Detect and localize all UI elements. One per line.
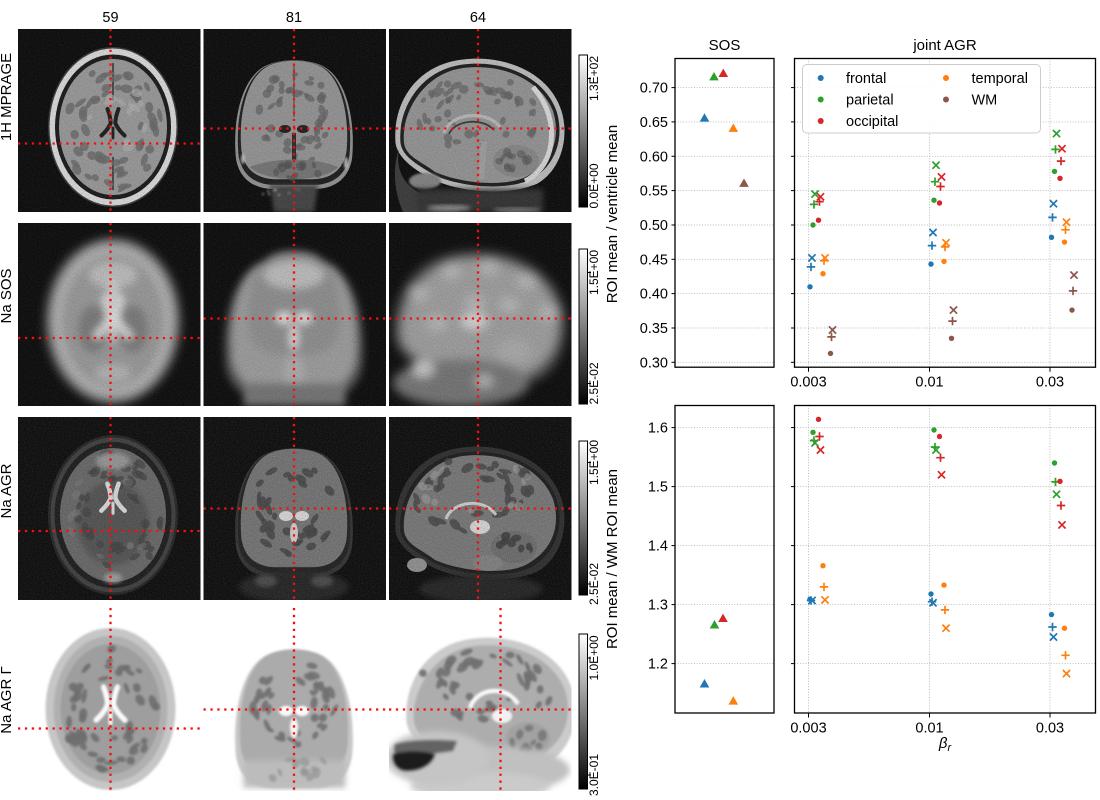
svg-text:0.50: 0.50 [640,218,668,234]
svg-text:0.01: 0.01 [915,721,943,737]
svg-text:1.6: 1.6 [648,421,668,437]
svg-text:WM: WM [972,93,998,109]
svg-text:occipital: occipital [846,114,898,130]
svg-text:1.5: 1.5 [648,480,668,496]
svg-text:1.4: 1.4 [648,539,668,555]
svg-text:1.5E+00: 1.5E+00 [587,440,601,485]
svg-text:0.0E+00: 0.0E+00 [587,163,601,208]
svg-text:0.003: 0.003 [790,721,826,737]
svg-text:1.0E+00: 1.0E+00 [587,635,601,680]
svg-text:64: 64 [470,10,486,26]
svg-text:SOS: SOS [709,37,741,54]
svg-text:0.03: 0.03 [1036,375,1064,391]
svg-text:0.70: 0.70 [640,81,668,97]
svg-text:2.5E-02: 2.5E-02 [587,563,601,605]
svg-text:1.3: 1.3 [648,598,668,614]
svg-text:0.40: 0.40 [640,287,668,303]
svg-text:temporal: temporal [972,71,1028,87]
svg-text:1.5E+00: 1.5E+00 [587,250,601,295]
svg-text:0.60: 0.60 [640,149,668,165]
svg-text:0.55: 0.55 [640,184,668,200]
svg-text:0.65: 0.65 [640,115,668,131]
svg-text:Na SOS: Na SOS [0,268,15,323]
svg-text:0.01: 0.01 [915,375,943,391]
svg-text:ROI mean / ventricle mean: ROI mean / ventricle mean [604,125,621,303]
svg-text:Na AGR: Na AGR [0,463,15,518]
svg-text:frontal: frontal [846,71,886,87]
svg-text:0.03: 0.03 [1036,721,1064,737]
svg-text:1H MPRAGE: 1H MPRAGE [0,53,15,141]
svg-text:Na AGR Γ: Na AGR Γ [0,666,15,733]
svg-text:81: 81 [286,10,302,26]
svg-text:59: 59 [102,10,118,26]
svg-text:0.45: 0.45 [640,252,668,268]
svg-text:0.003: 0.003 [790,375,826,391]
svg-text:3.0E-01: 3.0E-01 [587,754,601,796]
svg-text:2.5E-02: 2.5E-02 [587,362,601,404]
svg-text:0.35: 0.35 [640,321,668,337]
svg-text:1.3E+02: 1.3E+02 [587,56,601,101]
svg-text:1.2: 1.2 [648,657,668,673]
svg-text:joint AGR: joint AGR [912,37,977,54]
svg-text:0.30: 0.30 [640,355,668,371]
svg-text:parietal: parietal [846,93,894,109]
svg-text:ROI mean / WM ROI mean: ROI mean / WM ROI mean [604,469,621,649]
